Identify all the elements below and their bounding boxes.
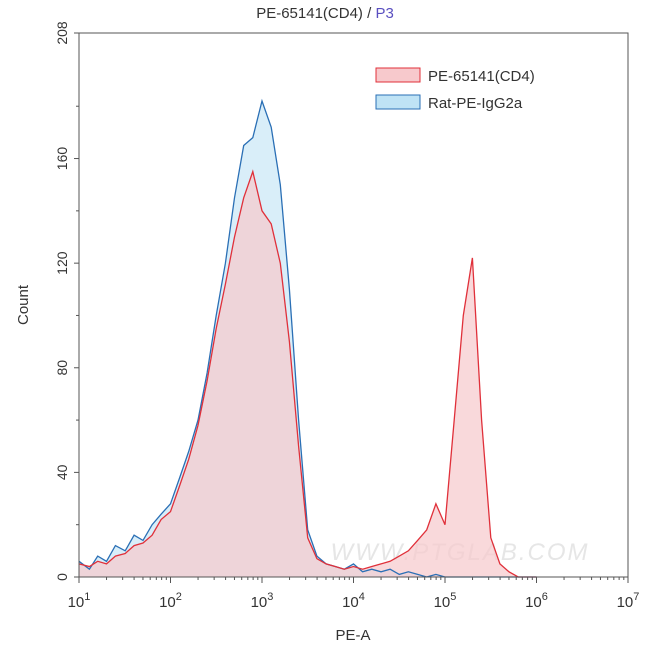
y-tick-label: 160 xyxy=(54,147,70,171)
x-tick-label: 106 xyxy=(525,591,548,611)
x-tick-label: 107 xyxy=(617,591,640,611)
plot-frame xyxy=(78,32,629,578)
y-tick-label: 0 xyxy=(54,573,70,581)
x-tick-label: 102 xyxy=(159,591,182,611)
y-tick-label: 80 xyxy=(54,360,70,376)
chart-title: PE-65141(CD4) / P3 xyxy=(256,5,394,22)
y-axis-label: Count xyxy=(15,284,32,325)
legend-label-isotype: Rat-PE-IgG2a xyxy=(428,95,523,112)
legend: PE-65141(CD4) Rat-PE-IgG2a xyxy=(375,67,535,112)
legend-swatch-cd4 xyxy=(375,67,421,83)
x-tick-label: 101 xyxy=(68,591,91,611)
x-tick-label: 103 xyxy=(251,591,274,611)
y-tick-label: 40 xyxy=(54,464,70,480)
x-tick-label: 105 xyxy=(434,591,457,611)
series-fill-0 xyxy=(79,171,537,577)
legend-swatch-isotype xyxy=(375,94,421,110)
series-line-0 xyxy=(78,169,537,578)
x-axis-label: PE-A xyxy=(335,627,370,644)
legend-label-cd4: PE-65141(CD4) xyxy=(428,68,535,85)
y-tick-label: 120 xyxy=(54,251,70,275)
y-tick-label: 208 xyxy=(54,21,70,45)
x-tick-label: 104 xyxy=(342,591,365,611)
